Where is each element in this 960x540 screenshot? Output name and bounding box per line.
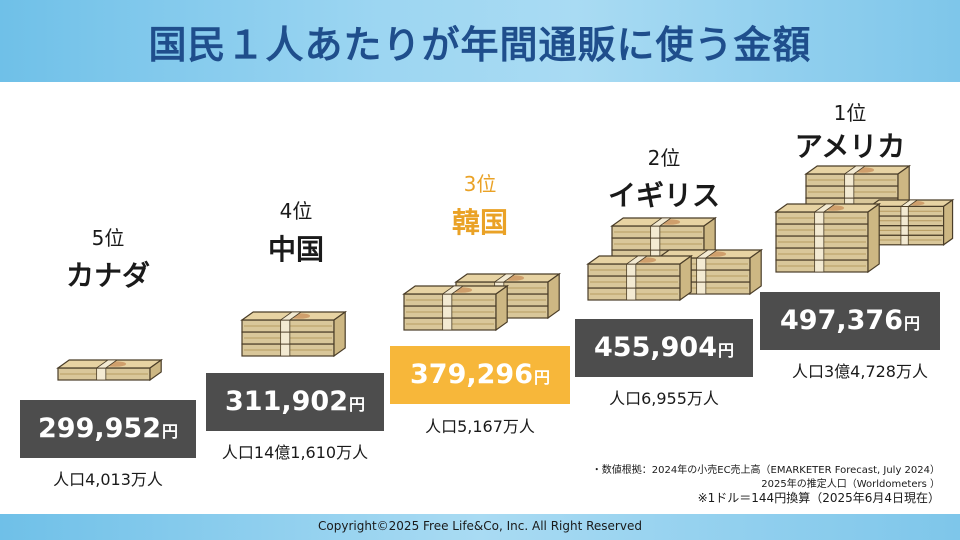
rank-label: 3位 <box>463 172 497 196</box>
yen-unit: 円 <box>903 314 920 333</box>
value-label: 455,904 <box>594 332 717 363</box>
source-note: ・数値根拠：2024年の小売EC売上高（EMARKETER Forecast, … <box>591 465 940 476</box>
yen-unit: 円 <box>348 395 365 414</box>
population-label: 人口5,167万人 <box>425 417 535 436</box>
money-stack-icon <box>586 216 764 302</box>
population-label: 人口14億1,610万人 <box>221 443 369 462</box>
country-label: 韓国 <box>451 206 508 239</box>
yen-unit: 円 <box>717 341 734 360</box>
rank-label: 2位 <box>647 146 681 170</box>
value-label: 311,902 <box>225 386 348 417</box>
country-label: イギリス <box>607 179 720 212</box>
value-box: 455,904円 <box>575 319 753 377</box>
source-note: 2025年の推定人口（Worldometers ） <box>761 479 940 490</box>
money-stack-icon <box>240 310 348 358</box>
value-box-highlight: 379,296円 <box>390 346 570 404</box>
population-label: 人口6,955万人 <box>609 389 719 408</box>
rank-label: 1位 <box>833 101 867 125</box>
population-label: 人口4,013万人 <box>53 470 163 489</box>
value-box: 299,952円 <box>20 400 196 458</box>
header-band: 国民１人あたりが年間通販に使う金額 <box>0 0 960 82</box>
yen-unit: 円 <box>533 368 550 387</box>
rank-label: 5位 <box>91 226 125 250</box>
footer-band: Copyright©2025 Free Life&Co, Inc. All Ri… <box>0 514 960 540</box>
value-label: 299,952 <box>38 413 161 444</box>
yen-unit: 円 <box>161 422 178 441</box>
page-title: 国民１人あたりが年間通販に使う金額 <box>148 23 812 67</box>
value-box: 311,902円 <box>206 373 384 431</box>
population-label: 人口3億4,728万人 <box>792 362 928 381</box>
money-stack-icon <box>774 164 955 274</box>
value-label: 379,296 <box>410 359 533 390</box>
rank-label: 4位 <box>279 199 313 223</box>
money-stack-icon <box>402 272 562 332</box>
country-label: カナダ <box>65 259 150 292</box>
country-label: アメリカ <box>794 130 906 163</box>
country-label: 中国 <box>267 233 324 266</box>
value-label: 497,376 <box>780 305 903 336</box>
money-stack-icon <box>56 358 164 382</box>
exchange-note: ※1ドル＝144円換算（2025年6月4日現在） <box>697 491 940 505</box>
copyright-text: Copyright©2025 Free Life&Co, Inc. All Ri… <box>318 519 642 533</box>
value-box: 497,376円 <box>760 292 940 350</box>
